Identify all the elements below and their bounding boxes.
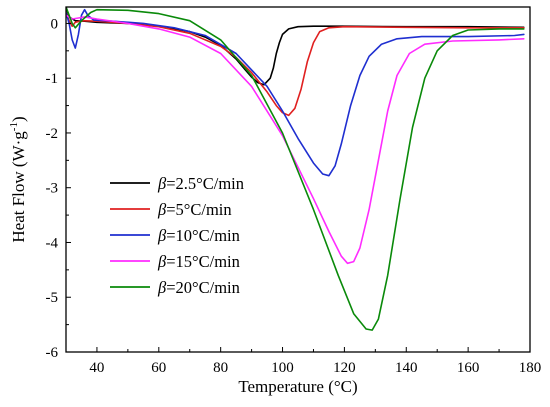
legend-label-4: β=15°C/min xyxy=(157,252,240,271)
x-tick-label: 100 xyxy=(271,360,294,376)
x-tick-label: 160 xyxy=(457,360,480,376)
curves-layer xyxy=(66,7,525,331)
legend-beta-symbol: β xyxy=(157,252,167,271)
x-tick-label: 140 xyxy=(395,360,418,376)
legend-beta-symbol: β xyxy=(157,174,167,193)
legend-rate-text: =2.5°C/min xyxy=(166,174,244,193)
y-tick-label: -1 xyxy=(46,71,59,87)
x-axis-ticks: 40 60 80 100 120 140 160 180 xyxy=(65,347,542,376)
legend-rate-text: =10°C/min xyxy=(166,226,240,245)
legend-label-2: β=5°C/min xyxy=(157,200,232,219)
y-axis-ticks: 0 -1 -2 -3 -4 -5 -6 xyxy=(46,16,71,361)
x-tick-label: 80 xyxy=(213,360,228,376)
legend-beta-symbol: β xyxy=(157,278,167,297)
y-tick-label: 0 xyxy=(51,16,59,32)
plot-frame xyxy=(65,6,531,353)
x-tick-label: 180 xyxy=(519,360,542,376)
series-line-1 xyxy=(66,7,525,86)
y-axis-title-main: Heat Flow (W·g xyxy=(9,131,28,243)
y-tick-label: -3 xyxy=(46,181,59,197)
y-axis-title: Heat Flow (W·g-1) xyxy=(8,116,28,242)
legend-rate-text: =5°C/min xyxy=(166,200,231,219)
legend-label-5: β=20°C/min xyxy=(157,278,240,297)
y-tick-label: -6 xyxy=(46,345,59,361)
series-line-3 xyxy=(66,8,525,177)
legend-rate-text: =15°C/min xyxy=(166,252,240,271)
legend-beta-symbol: β xyxy=(157,200,167,219)
x-tick-label: 120 xyxy=(333,360,356,376)
y-axis-title-superscript: -1 xyxy=(8,122,20,131)
y-tick-label: -2 xyxy=(46,126,59,142)
series-line-4 xyxy=(66,14,525,265)
y-tick-label: -5 xyxy=(46,290,59,306)
legend: β=2.5°C/minβ=5°C/minβ=10°C/minβ=15°C/min… xyxy=(110,174,244,297)
legend-label-1: β=2.5°C/min xyxy=(157,174,244,193)
y-tick-label: -4 xyxy=(46,235,59,251)
legend-label-3: β=10°C/min xyxy=(157,226,240,245)
legend-beta-symbol: β xyxy=(157,226,167,245)
y-axis-title-close: ) xyxy=(9,116,28,122)
series-line-5 xyxy=(66,7,525,331)
x-axis-title: Temperature (°C) xyxy=(238,377,357,396)
x-tick-label: 40 xyxy=(89,360,104,376)
series-line-2 xyxy=(66,11,525,117)
legend-rate-text: =20°C/min xyxy=(166,278,240,297)
x-tick-label: 60 xyxy=(151,360,166,376)
